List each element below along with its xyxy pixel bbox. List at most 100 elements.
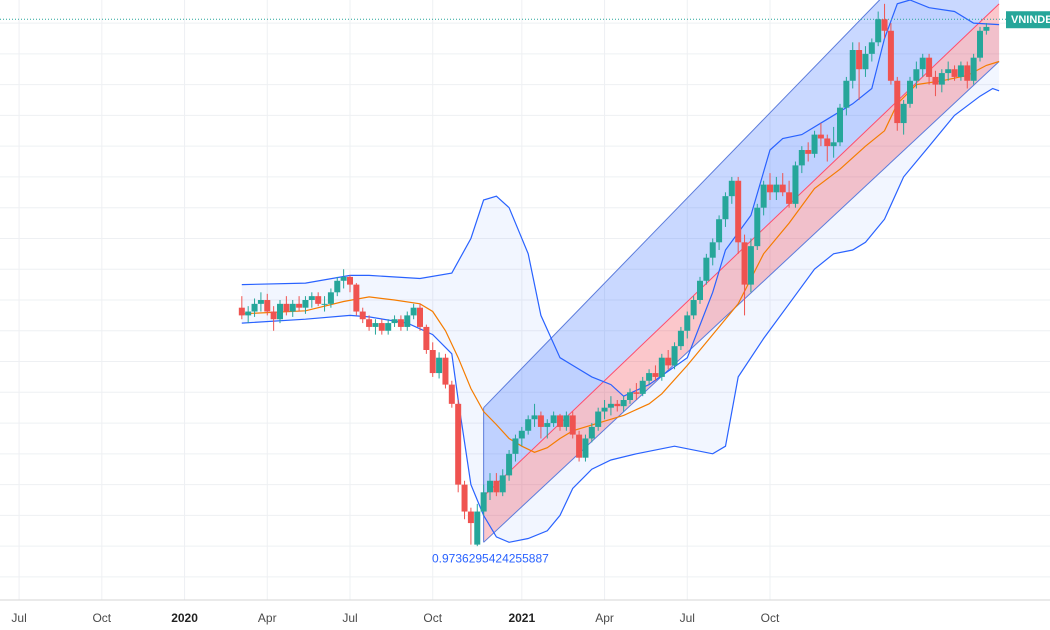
candle-body bbox=[697, 280, 703, 300]
candle-body bbox=[932, 76, 939, 85]
candle bbox=[614, 400, 621, 412]
candle bbox=[639, 376, 646, 397]
candle bbox=[327, 288, 334, 308]
candle-body bbox=[633, 392, 640, 394]
candle-body bbox=[321, 303, 328, 305]
candle-body bbox=[506, 453, 513, 476]
candle-body bbox=[830, 142, 837, 147]
candle-body bbox=[518, 430, 525, 439]
candle-body bbox=[270, 311, 277, 320]
candle-body bbox=[747, 246, 754, 285]
candle-body bbox=[690, 300, 697, 316]
x-tick-label: Apr bbox=[258, 611, 277, 625]
candle-body bbox=[614, 403, 621, 407]
candle bbox=[652, 365, 659, 381]
candle bbox=[658, 353, 665, 381]
candle-body bbox=[525, 419, 532, 431]
channel-annotation-label: 0.9736295424255887 bbox=[432, 551, 549, 565]
candle bbox=[760, 180, 767, 216]
candle-body bbox=[887, 30, 894, 81]
candle bbox=[862, 46, 869, 77]
candle-body bbox=[404, 315, 411, 327]
candle-body bbox=[798, 150, 805, 166]
candle-body bbox=[238, 307, 245, 316]
candle-body bbox=[786, 192, 793, 204]
candle-body bbox=[760, 184, 767, 208]
candle-body bbox=[480, 492, 487, 512]
candle bbox=[487, 473, 493, 500]
candle bbox=[798, 146, 805, 174]
candle bbox=[773, 176, 780, 200]
x-tick-label: Oct bbox=[92, 611, 111, 625]
candle bbox=[926, 53, 933, 85]
candle-body bbox=[257, 300, 264, 304]
candle bbox=[410, 303, 417, 320]
candle-body bbox=[856, 50, 863, 70]
candle bbox=[277, 300, 283, 324]
candle bbox=[945, 61, 952, 81]
candle bbox=[786, 180, 793, 208]
candle bbox=[308, 292, 315, 308]
candle-body bbox=[601, 407, 608, 412]
x-tick-label: Jul bbox=[680, 611, 695, 625]
candle-body bbox=[894, 80, 901, 124]
candle bbox=[964, 61, 971, 89]
candle bbox=[824, 134, 831, 162]
candle-body bbox=[677, 330, 684, 347]
candle-body bbox=[977, 30, 983, 58]
candle bbox=[404, 311, 411, 331]
candle-body bbox=[709, 242, 716, 258]
candle-body bbox=[957, 65, 964, 77]
candle-body bbox=[569, 415, 576, 435]
candle-body bbox=[385, 323, 392, 331]
candle-body bbox=[754, 207, 761, 247]
candle-body bbox=[907, 80, 913, 104]
candle-body bbox=[302, 300, 309, 308]
candle bbox=[544, 419, 551, 439]
candle-body bbox=[296, 303, 303, 308]
candle-body bbox=[607, 403, 614, 408]
candle bbox=[474, 503, 481, 547]
candle-body bbox=[334, 280, 341, 293]
candle bbox=[633, 383, 640, 400]
bollinger-band-fill bbox=[241, 0, 1000, 543]
candle bbox=[684, 311, 691, 339]
candle-body bbox=[251, 303, 258, 312]
candle bbox=[970, 53, 977, 85]
candle-body bbox=[544, 423, 551, 427]
candle-body bbox=[779, 184, 786, 193]
channel-upper-line bbox=[483, 0, 881, 409]
candle-body bbox=[938, 73, 945, 85]
candle-body bbox=[767, 184, 773, 193]
candle-body bbox=[646, 373, 653, 381]
candle bbox=[238, 296, 245, 320]
candle-body bbox=[353, 284, 360, 312]
candle bbox=[448, 380, 455, 408]
candle-body bbox=[512, 438, 519, 454]
candle bbox=[423, 324, 430, 354]
candle-body bbox=[970, 57, 977, 81]
candle-body bbox=[264, 300, 271, 312]
candle-body bbox=[919, 57, 926, 70]
candle bbox=[289, 300, 296, 317]
candle-body bbox=[945, 69, 952, 74]
candle bbox=[257, 292, 264, 312]
candle-body bbox=[576, 434, 583, 458]
candle bbox=[429, 342, 436, 377]
candle bbox=[385, 319, 392, 335]
candles-layer bbox=[238, 3, 990, 547]
candle bbox=[372, 319, 379, 335]
candle bbox=[868, 38, 875, 62]
candle bbox=[620, 396, 627, 412]
candle bbox=[856, 42, 863, 100]
candle bbox=[353, 283, 360, 316]
candle-body bbox=[563, 415, 570, 427]
candle-body bbox=[327, 292, 334, 304]
symbol-badge-label: VNINDEX bbox=[1011, 14, 1050, 26]
candle bbox=[919, 53, 926, 77]
candle-body bbox=[862, 53, 869, 70]
candle-body bbox=[639, 380, 646, 394]
candle bbox=[627, 388, 633, 404]
